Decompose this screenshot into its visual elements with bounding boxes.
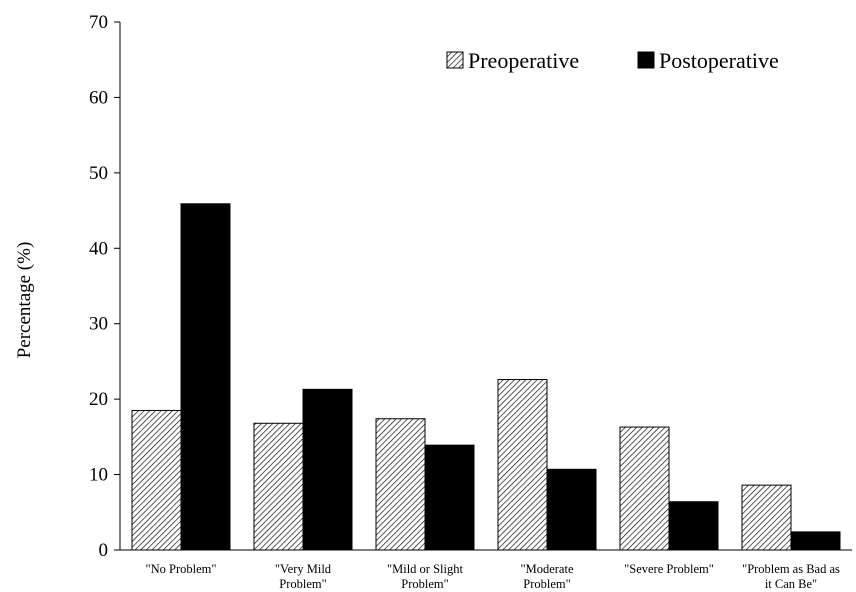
y-tick-label: 10 <box>89 465 108 486</box>
y-tick-label: 0 <box>99 540 109 561</box>
y-tick-label: 20 <box>89 389 108 410</box>
bars <box>131 203 841 551</box>
y-tick-label: 70 <box>89 12 108 33</box>
x-category-label: "Mild or Slight Problem" <box>387 562 463 591</box>
bar-postoperative-0 <box>180 203 231 551</box>
bar-postoperative-5 <box>790 531 841 551</box>
y-axis-title: Percentage (%) <box>14 242 35 359</box>
bar-preoperative-2 <box>375 418 426 551</box>
x-category-label: "Severe Problem" <box>624 562 714 576</box>
x-category-label: "Moderate Problem" <box>521 562 574 591</box>
bar-preoperative-4 <box>619 426 670 551</box>
x-category-label: "No Problem" <box>146 562 217 576</box>
bar-postoperative-4 <box>668 501 719 551</box>
x-category-label: "Very Mild Problem" <box>275 562 332 591</box>
bar-preoperative-0 <box>131 409 182 551</box>
legend-label-postoperative: Postoperative <box>659 48 779 73</box>
y-tick-label: 50 <box>89 163 108 184</box>
y-tick-label: 40 <box>89 238 108 259</box>
y-tick-label: 30 <box>89 314 108 335</box>
bar-postoperative-2 <box>424 444 475 551</box>
bar-preoperative-5 <box>741 484 792 551</box>
legend-label-preoperative: Preoperative <box>468 48 579 73</box>
y-tick-label: 60 <box>89 87 108 108</box>
bar-preoperative-1 <box>253 422 304 551</box>
legend-swatch-postoperative <box>637 51 655 69</box>
bar-preoperative-3 <box>497 379 548 551</box>
bar-postoperative-3 <box>546 468 597 551</box>
legend-swatch-preoperative <box>446 51 464 69</box>
y-axis-ticks: 0 10 20 30 40 50 60 70 <box>89 12 120 561</box>
legend: Preoperative Postoperative <box>446 48 779 73</box>
category-labels: "No Problem" "Very Mild Problem" "Mild or S… <box>146 562 841 591</box>
bar-postoperative-1 <box>302 388 353 551</box>
x-category-label: "Problem as Bad as it Can Be" <box>742 562 840 591</box>
